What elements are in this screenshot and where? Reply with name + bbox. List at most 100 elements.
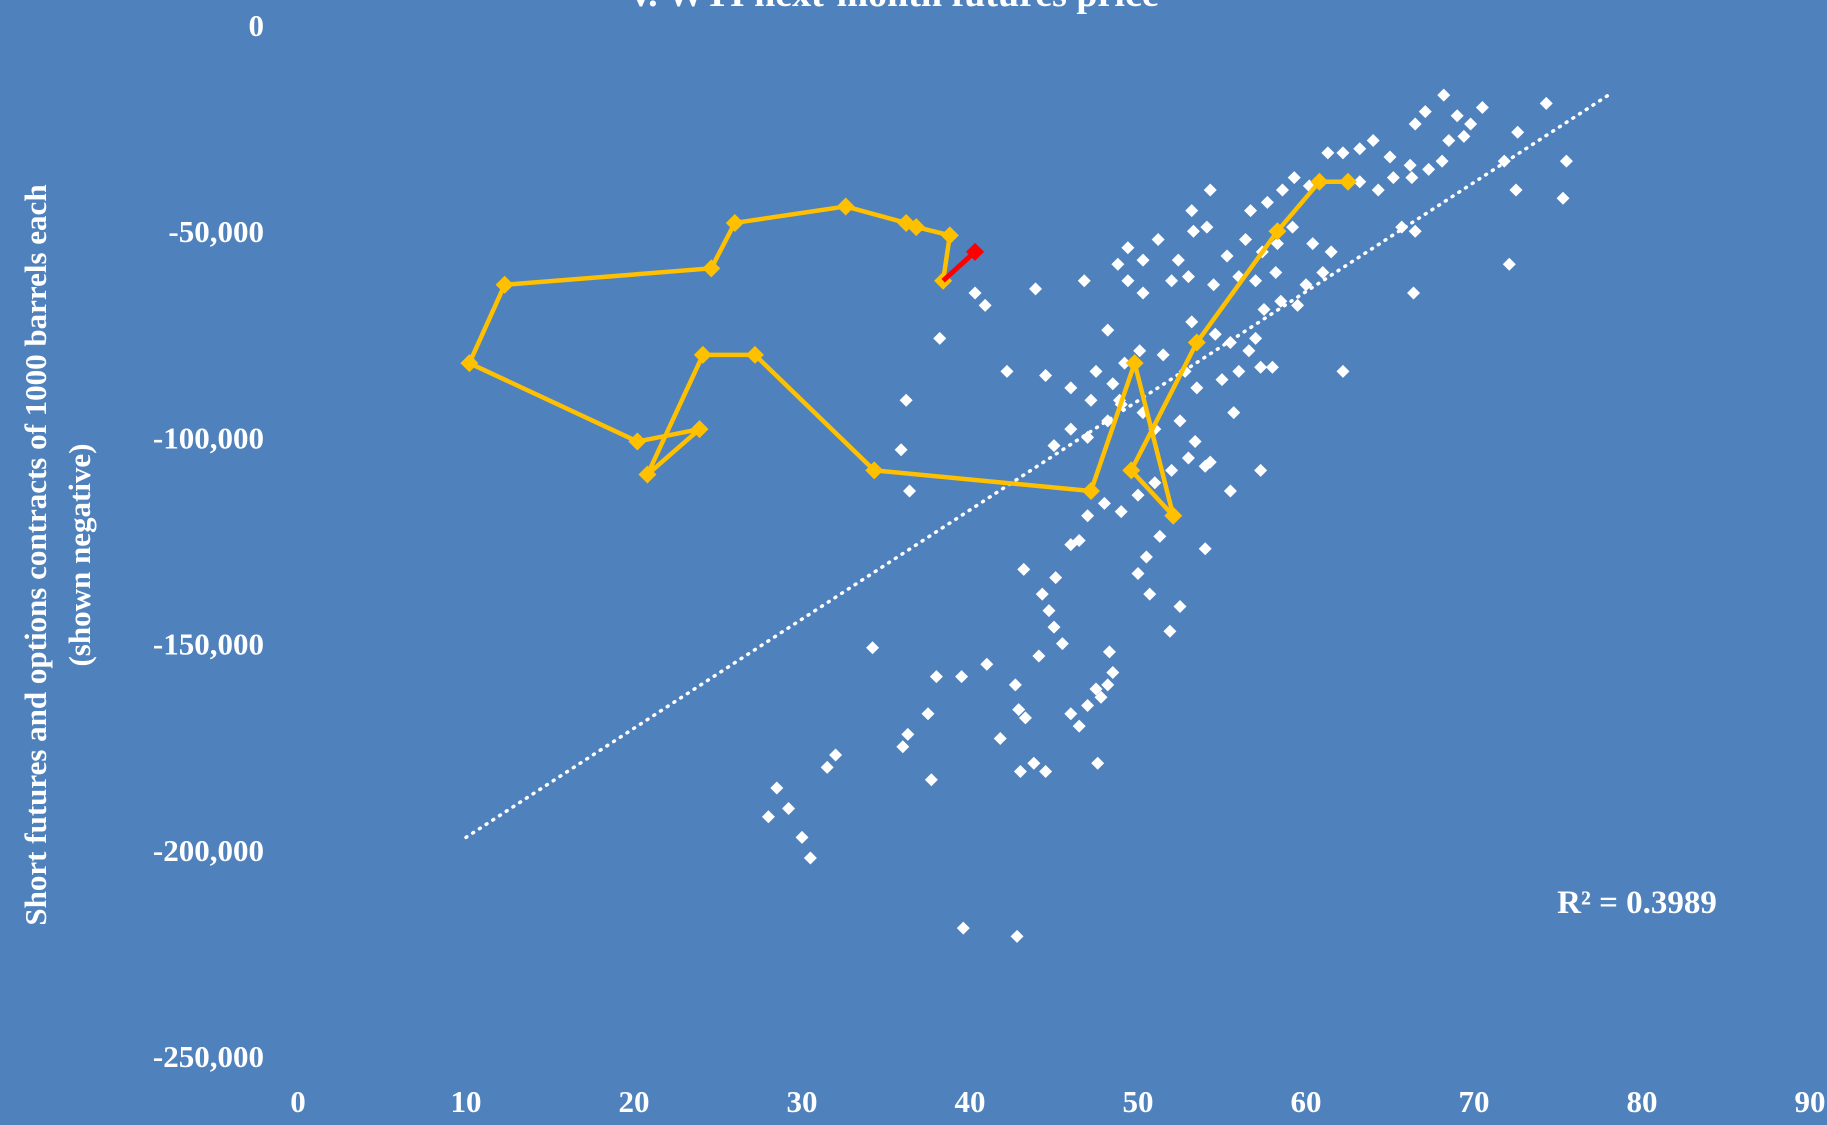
scatter-point [1442, 133, 1456, 147]
scatter-point [1422, 162, 1436, 176]
y-tick-label: -250,000 [153, 1039, 264, 1074]
path-point [702, 259, 721, 278]
scatter-point [1274, 294, 1288, 308]
scatter-point [1249, 274, 1263, 288]
scatter-point [1336, 364, 1350, 378]
trendline-group [464, 93, 1611, 840]
scatter-point [1215, 373, 1229, 387]
scatter-point [1198, 542, 1212, 556]
scatter-point [929, 670, 943, 684]
scatter-point [1239, 232, 1253, 246]
scatter-point [955, 670, 969, 684]
scatter-point [1064, 707, 1078, 721]
path-point [836, 197, 855, 216]
x-tick-label: 80 [1627, 1084, 1658, 1119]
scatter-point [1386, 171, 1400, 185]
path-point [1339, 172, 1357, 191]
scatter-point [1047, 620, 1061, 634]
scatter-point [1403, 158, 1417, 172]
scatter-point [1316, 265, 1330, 279]
scatter-point [1148, 476, 1162, 490]
scatter-point [1291, 298, 1305, 312]
scatter-point [1254, 463, 1268, 477]
scatter-point [1039, 369, 1053, 383]
scatter-point [1405, 171, 1419, 185]
scatter-point [866, 641, 880, 655]
scatter-point [1497, 154, 1511, 168]
x-tick-label: 10 [451, 1084, 482, 1119]
scatter-point [1064, 381, 1078, 395]
path-point [865, 461, 884, 480]
x-tick-label: 30 [787, 1084, 818, 1119]
scatter-point [1156, 348, 1170, 362]
scatter-point [1257, 303, 1271, 317]
scatter-point [1029, 282, 1043, 296]
scatter-point [1275, 183, 1289, 197]
path-point [690, 420, 709, 439]
scatter-point [1165, 274, 1179, 288]
scatter-point [1418, 105, 1432, 119]
x-tick-label: 70 [1459, 1084, 1490, 1119]
y-tick-label: -50,000 [168, 214, 264, 249]
scatter-point [1475, 100, 1489, 114]
path-point [725, 213, 744, 232]
scatter-point [1049, 571, 1063, 585]
scatter-point [933, 331, 947, 345]
scatter-point [1136, 286, 1150, 300]
scatter-point [1064, 422, 1078, 436]
path-point [1268, 222, 1287, 241]
scatter-point [1101, 678, 1115, 692]
x-tick-label: 20 [619, 1084, 650, 1119]
scatter-point [1188, 435, 1202, 449]
scatter-point [993, 731, 1007, 745]
scatter-point [1408, 224, 1422, 238]
scatter-point [1181, 451, 1195, 465]
scatter-point [903, 484, 917, 498]
scatter-point [795, 830, 809, 844]
scatter-point [956, 921, 970, 935]
scatter-point [1171, 253, 1185, 267]
scatter-point [924, 773, 938, 787]
scatter-point [1042, 604, 1056, 618]
scatter-point [1260, 195, 1274, 209]
scatter-point [1185, 315, 1199, 329]
scatter-point [1407, 286, 1421, 300]
scatter-point [1077, 274, 1091, 288]
scatter-point [1502, 257, 1516, 271]
scatter-point [1114, 505, 1128, 519]
scatter-point [1190, 381, 1204, 395]
scatter-point [1223, 484, 1237, 498]
scatter-point [829, 748, 843, 762]
scatter-point [1131, 566, 1145, 580]
scatter-point [1321, 146, 1335, 160]
scatter-point [1091, 756, 1105, 770]
path-point [693, 345, 712, 364]
scatter-point [1133, 344, 1147, 358]
scatter-point [1173, 599, 1187, 613]
scatter-point [1008, 678, 1022, 692]
scatter-point [1013, 764, 1027, 778]
scatter-point [1244, 204, 1258, 218]
scatter-point [803, 851, 817, 865]
scatter-point [1012, 703, 1026, 717]
scatter-point [1081, 698, 1095, 712]
path-point [495, 275, 514, 294]
scatter-point [978, 298, 992, 312]
scatter-point [1207, 278, 1221, 292]
path-point [1187, 333, 1206, 352]
scatter-point [1185, 204, 1199, 218]
scatter-point [1131, 488, 1145, 502]
scatter-point [1383, 150, 1397, 164]
path-point [628, 432, 647, 451]
path-point [940, 226, 959, 245]
scatter-point [1039, 764, 1053, 778]
scatter-point [770, 781, 784, 795]
scatter-point [1559, 154, 1573, 168]
scatter-point [1089, 682, 1103, 696]
scatter-point [1324, 245, 1338, 259]
scatter-point [1072, 719, 1086, 733]
scatter-point [1139, 550, 1153, 564]
scatter-point [1457, 129, 1471, 143]
